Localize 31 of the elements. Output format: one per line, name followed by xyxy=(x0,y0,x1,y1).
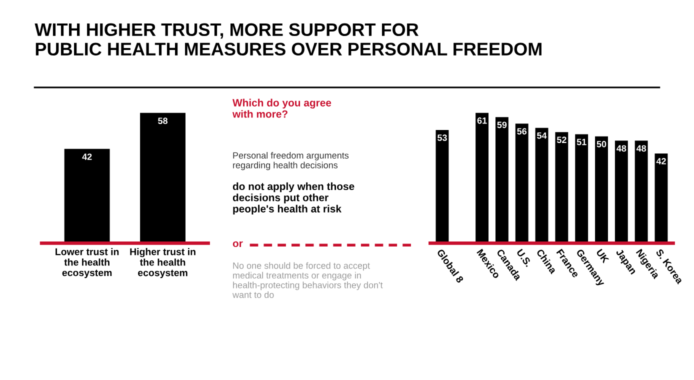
data-label: 50 xyxy=(596,140,606,148)
text: Personal freedom arguments regarding health decisions xyxy=(233,152,349,170)
x-tick-label: Lower trust in the health ecosystem xyxy=(56,248,119,278)
bar xyxy=(614,140,628,244)
data-label: 42 xyxy=(656,158,666,164)
data-label: 54 xyxy=(537,132,547,139)
data-label: 42 xyxy=(82,154,92,160)
text: do not apply when those decisions put other people's health at risk xyxy=(232,182,354,215)
bar xyxy=(634,140,648,244)
text: Which do you agree with more? xyxy=(232,98,332,118)
bar xyxy=(515,124,528,244)
data-label: 53 xyxy=(437,134,447,141)
data-label: 56 xyxy=(517,128,527,134)
text: No one should be forced to accept medical treatments or engage in health-protecting behaviors they don't want to do xyxy=(232,262,383,298)
text: WITH HIGHER TRUST, MORE SUPPORT FOR PUBLIC HEALTH MEASURES OVER PERSONAL FREEDOM xyxy=(34,23,542,56)
bar xyxy=(535,128,548,244)
data-label: 58 xyxy=(158,118,168,124)
bar xyxy=(495,117,508,244)
text: or xyxy=(232,241,243,248)
data-label: 59 xyxy=(497,122,507,128)
x-tick-label: Higher trust in the health ecosystem xyxy=(130,248,196,278)
data-label: 61 xyxy=(477,117,487,124)
data-label: 51 xyxy=(576,138,586,146)
bar xyxy=(595,136,608,244)
bar xyxy=(555,132,568,244)
data-label: 52 xyxy=(556,136,566,144)
data-label: 48 xyxy=(616,145,626,152)
bar xyxy=(476,112,489,244)
bar xyxy=(654,153,668,244)
data-label: 48 xyxy=(636,145,646,152)
bar xyxy=(575,134,588,244)
